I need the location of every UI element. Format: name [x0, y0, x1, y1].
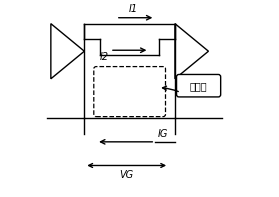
Text: IG: IG: [158, 129, 168, 139]
Text: VG: VG: [120, 170, 134, 180]
FancyBboxPatch shape: [177, 74, 221, 97]
Polygon shape: [51, 24, 84, 79]
Polygon shape: [175, 24, 208, 79]
Text: 地环路: 地环路: [190, 81, 207, 91]
Text: I2: I2: [100, 52, 109, 62]
Text: I1: I1: [129, 4, 138, 14]
